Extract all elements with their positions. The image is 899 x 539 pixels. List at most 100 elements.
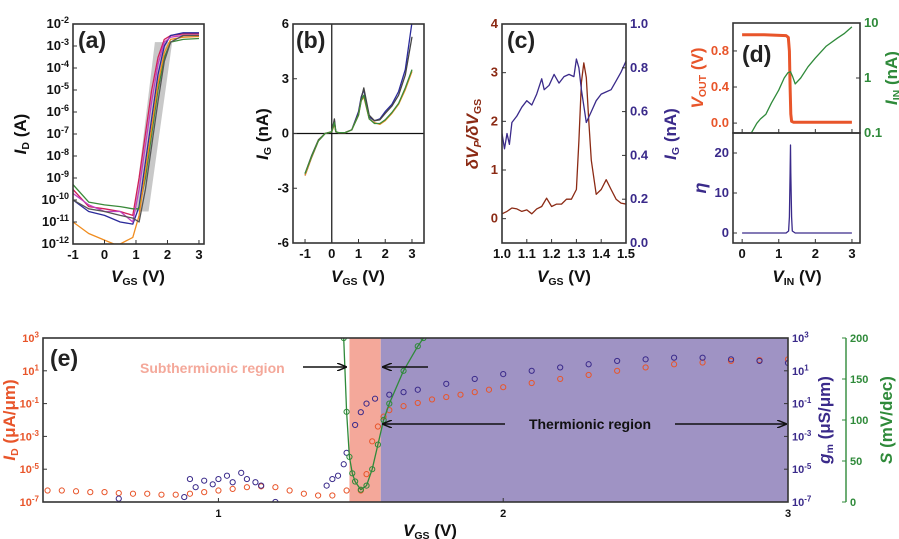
data-point bbox=[229, 485, 236, 492]
y2-tick-label: 101 bbox=[792, 363, 809, 377]
x-tick-label: 2 bbox=[812, 246, 819, 261]
axis-label-part: (nA) bbox=[661, 108, 680, 147]
y-axis-label: VOUT (V) bbox=[688, 48, 710, 109]
axis-label-part: G bbox=[670, 147, 682, 155]
x-tick-label: 3 bbox=[785, 508, 791, 520]
y2-tick-label: 10-3 bbox=[792, 429, 812, 443]
data-point bbox=[363, 482, 370, 489]
y2-tick-label: 1.0 bbox=[630, 16, 648, 31]
x-tick-label: 2 bbox=[382, 246, 389, 261]
y3-tick-label: 200 bbox=[850, 333, 868, 345]
axis-label-part: P bbox=[472, 139, 484, 147]
x-tick-label: 3 bbox=[408, 246, 415, 261]
data-point bbox=[340, 338, 347, 342]
tick-label-exponent: -7 bbox=[61, 125, 69, 135]
y-tick-label: 10-4 bbox=[47, 59, 69, 75]
data-point bbox=[258, 482, 265, 489]
plot-area bbox=[502, 58, 626, 215]
data-point bbox=[87, 489, 94, 496]
data-point bbox=[400, 403, 407, 410]
x-axis-label: VIN (V) bbox=[772, 267, 821, 289]
y-tick-label: 10-9 bbox=[47, 169, 69, 185]
plot-frame bbox=[501, 23, 627, 244]
x-tick-label: 2 bbox=[164, 247, 171, 262]
tick-label-base: 10 bbox=[47, 170, 61, 185]
plot-area bbox=[73, 32, 200, 244]
y-tick-label: 3 bbox=[491, 65, 498, 80]
tick-label-exponent: -8 bbox=[61, 147, 69, 157]
y-tick-label: 3 bbox=[282, 71, 289, 86]
tick-label-base: 10 bbox=[47, 16, 61, 31]
plot-area bbox=[742, 26, 853, 133]
y-tick-label: 10-3 bbox=[47, 37, 69, 53]
data-point bbox=[334, 472, 342, 479]
series-line-1 bbox=[73, 32, 199, 225]
y-tick-label: 2 bbox=[491, 113, 498, 128]
tick-label-base: 10 bbox=[20, 431, 32, 443]
axis-label-part: V bbox=[688, 95, 707, 108]
tick-label-exponent: -1 bbox=[804, 396, 812, 405]
y2-tick-label: 0.0 bbox=[630, 235, 648, 250]
tick-label-base: 10 bbox=[42, 236, 56, 251]
y3-tick-label: 50 bbox=[850, 456, 862, 468]
y-axis-label: IG (nA) bbox=[253, 108, 275, 160]
panel-b: -1 0 1 2 3 6 3 0 -3 -6 VGS (V) IG (nA) (b) bbox=[253, 16, 425, 288]
series-line-0 bbox=[742, 33, 852, 124]
y-tick-label: 103 bbox=[22, 331, 39, 345]
y3-tick-label: 100 bbox=[850, 415, 868, 427]
data-point bbox=[500, 370, 507, 378]
x-tick-label: 1.2 bbox=[543, 246, 561, 261]
data-point bbox=[670, 361, 678, 368]
y-tick-label: 0.4 bbox=[711, 79, 730, 94]
data-point bbox=[471, 389, 478, 396]
y-tick-label: 10-8 bbox=[47, 147, 69, 163]
tick-label-exponent: -7 bbox=[804, 495, 812, 504]
data-point bbox=[129, 490, 137, 497]
data-point bbox=[329, 475, 336, 483]
tick-label-base: 10 bbox=[22, 333, 34, 345]
data-point bbox=[585, 371, 592, 379]
x-tick-label: 1 bbox=[355, 246, 362, 261]
x-tick-label: 1.3 bbox=[567, 246, 585, 261]
data-point bbox=[186, 490, 194, 497]
axis-label-part: δV bbox=[463, 146, 482, 169]
data-point bbox=[369, 466, 376, 473]
data-point bbox=[585, 361, 592, 368]
data-point bbox=[400, 367, 407, 374]
data-point bbox=[500, 384, 507, 391]
tick-label-base: 10 bbox=[47, 126, 61, 141]
data-point bbox=[223, 472, 231, 479]
data-point bbox=[471, 375, 478, 383]
data-point bbox=[323, 482, 330, 489]
tick-label-base: 10 bbox=[47, 104, 61, 119]
x-tick-label: 1.4 bbox=[592, 246, 611, 261]
tick-label-exponent: -5 bbox=[804, 462, 812, 471]
y-tick-label: 0 bbox=[282, 126, 289, 141]
data-point bbox=[352, 421, 359, 429]
tick-label-base: 10 bbox=[792, 399, 804, 411]
axis-label-part: S bbox=[877, 452, 896, 464]
axis-label-part: (μS/μm) bbox=[815, 376, 834, 444]
tick-label-base: 10 bbox=[792, 431, 804, 443]
y2-tick-label: 0.6 bbox=[630, 104, 648, 119]
data-point bbox=[363, 471, 370, 478]
data-point bbox=[357, 409, 364, 416]
data-point bbox=[44, 487, 51, 494]
data-point bbox=[215, 487, 222, 494]
data-point bbox=[699, 354, 706, 361]
data-point bbox=[343, 487, 350, 494]
x-tick-label: 1.5 bbox=[617, 246, 635, 261]
y-tick-label: 10-2 bbox=[47, 15, 69, 31]
x-tick-label: 3 bbox=[195, 247, 202, 262]
axis-label-part: GS bbox=[122, 276, 137, 288]
axis-label-part: (nA) bbox=[882, 51, 899, 90]
y-axis-label: ID (A) bbox=[11, 114, 33, 155]
axis-label-part: G bbox=[262, 147, 274, 155]
tick-label-exponent: -2 bbox=[61, 15, 69, 25]
x-tick-label: 0 bbox=[101, 247, 108, 262]
panel-d-top: 0.0 0.4 0.8 0.1 1 10 VOUT (V) IIN (nA) (d) bbox=[688, 15, 899, 140]
data-point bbox=[201, 477, 208, 484]
y-tick-label: 10 bbox=[715, 185, 729, 200]
tick-label-exponent: 1 bbox=[35, 363, 40, 372]
axis-label-part: V bbox=[772, 267, 785, 286]
